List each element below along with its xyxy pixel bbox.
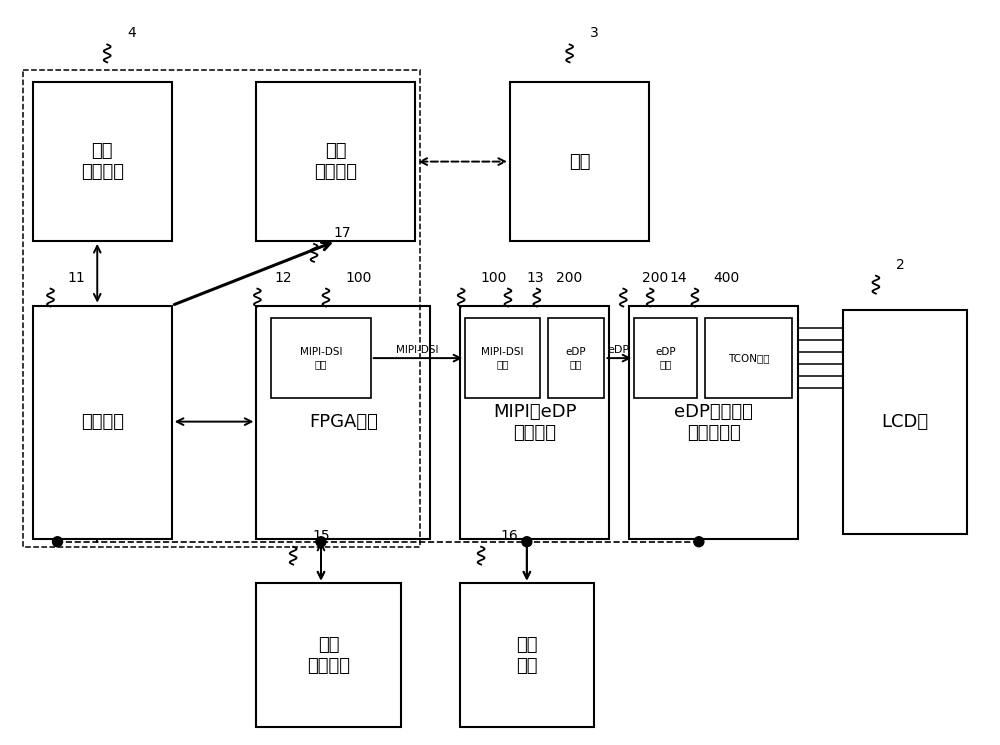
Text: 100: 100 — [480, 270, 506, 285]
Text: eDP接口显示
屏驱动模块: eDP接口显示 屏驱动模块 — [674, 403, 753, 442]
Bar — [548, 318, 604, 398]
Text: eDP
接口: eDP 接口 — [566, 347, 586, 369]
Text: 3: 3 — [590, 27, 598, 40]
Text: 电源
单元: 电源 单元 — [517, 636, 538, 675]
Text: 13: 13 — [527, 270, 544, 285]
Text: 4: 4 — [127, 27, 136, 40]
Circle shape — [316, 536, 326, 547]
Bar — [705, 318, 792, 398]
Text: 200: 200 — [556, 270, 582, 285]
Bar — [23, 70, 420, 547]
Text: 16: 16 — [500, 529, 518, 542]
Text: MIPI-DSI
接口: MIPI-DSI 接口 — [481, 347, 524, 369]
Text: FPGA单元: FPGA单元 — [309, 413, 378, 431]
Text: eDP
接口: eDP 接口 — [655, 347, 676, 369]
Text: 外置
存储单元: 外置 存储单元 — [81, 142, 124, 181]
Text: 200: 200 — [642, 270, 668, 285]
Text: 15: 15 — [312, 529, 330, 542]
Circle shape — [694, 536, 704, 547]
Text: LCD屏: LCD屏 — [882, 413, 929, 431]
Circle shape — [52, 536, 62, 547]
Text: MIPI-DSI: MIPI-DSI — [396, 345, 438, 355]
Text: 17: 17 — [334, 226, 352, 240]
Bar — [271, 318, 371, 398]
Bar — [460, 583, 594, 727]
Bar — [843, 311, 967, 533]
Text: 400: 400 — [714, 270, 740, 285]
Bar — [256, 583, 401, 727]
Text: 2: 2 — [896, 258, 905, 272]
Text: 14: 14 — [669, 270, 687, 285]
Text: eDP: eDP — [607, 345, 630, 355]
Text: MIPI-DSI
接口: MIPI-DSI 接口 — [300, 347, 342, 369]
Bar — [465, 318, 540, 398]
Text: 片外
缓存单元: 片外 缓存单元 — [307, 636, 350, 675]
Bar — [510, 82, 649, 241]
Bar — [256, 305, 430, 539]
Text: 电机: 电机 — [569, 153, 590, 171]
Bar — [460, 305, 609, 539]
Bar — [33, 82, 172, 241]
Text: 11: 11 — [67, 270, 85, 285]
Text: TCON单元: TCON单元 — [728, 353, 769, 363]
Bar — [634, 318, 697, 398]
Text: 100: 100 — [346, 270, 372, 285]
Bar — [256, 82, 415, 241]
Text: MIPI转eDP
桥接单元: MIPI转eDP 桥接单元 — [493, 403, 577, 442]
Circle shape — [522, 536, 532, 547]
Text: 12: 12 — [274, 270, 292, 285]
Text: 电机
驱动单元: 电机 驱动单元 — [314, 142, 357, 181]
Bar — [629, 305, 798, 539]
Bar — [33, 305, 172, 539]
Text: 控制单元: 控制单元 — [81, 413, 124, 431]
